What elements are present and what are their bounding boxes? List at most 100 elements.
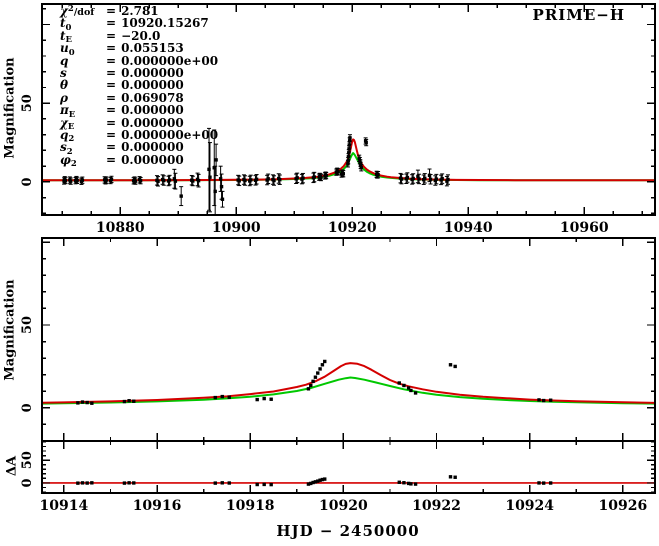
- data-point: [416, 174, 420, 179]
- data-point: [132, 399, 136, 403]
- data-point: [313, 375, 318, 379]
- data-point: [272, 178, 276, 183]
- data-point: [347, 151, 351, 155]
- data-point: [76, 481, 80, 485]
- data-point: [306, 482, 311, 486]
- data-point: [397, 480, 401, 484]
- param-value: −20.0: [121, 28, 161, 43]
- data-point: [122, 399, 127, 404]
- x-tick-label: 10924: [505, 498, 554, 514]
- param-value: 0.000000: [121, 65, 184, 80]
- param-line: φ2 = 0.000000: [60, 152, 184, 170]
- param-symbol: q: [60, 53, 69, 68]
- data-point: [548, 398, 553, 402]
- x-tick-label: 10916: [133, 498, 182, 514]
- data-point: [255, 482, 259, 487]
- data-point: [402, 481, 406, 485]
- data-point: [411, 176, 415, 181]
- data-point: [399, 177, 404, 181]
- param-value: 0.069078: [121, 90, 184, 105]
- data-point: [348, 136, 352, 140]
- param-value: 10920.15267: [121, 16, 209, 31]
- y-tick-label: 0: [20, 177, 35, 186]
- param-value: 2.781: [121, 4, 159, 18]
- data-point: [324, 173, 328, 178]
- data-point: [357, 156, 361, 161]
- data-point: [406, 481, 411, 486]
- data-point: [295, 176, 299, 180]
- data-point: [306, 387, 311, 391]
- param-line: q = 0.000000e+00: [60, 53, 219, 68]
- param-value: 0.055153: [121, 41, 184, 56]
- data-point: [364, 140, 368, 145]
- data-point: [423, 176, 427, 181]
- data-point: [269, 482, 273, 487]
- data-point: [104, 178, 109, 182]
- param-symbol: χ2/dof: [60, 4, 95, 18]
- param-value: 0.000000: [121, 140, 184, 155]
- data-point: [301, 176, 305, 180]
- y-tick-label: 50: [20, 316, 35, 334]
- data-point: [316, 479, 320, 483]
- data-point: [405, 175, 410, 180]
- data-point: [249, 178, 253, 182]
- data-point: [243, 178, 247, 183]
- data-point: [453, 475, 457, 479]
- x-axis-label: HJD − 2450000: [276, 522, 420, 540]
- data-point: [262, 482, 266, 487]
- data-point: [227, 395, 231, 399]
- data-point: [376, 172, 380, 177]
- data-point: [428, 177, 433, 181]
- data-point: [417, 177, 421, 181]
- survey-label: PRIME−H: [532, 6, 625, 24]
- data-point: [254, 177, 259, 181]
- data-point: [323, 359, 327, 364]
- param-symbol: ρ: [60, 90, 68, 105]
- data-point: [90, 481, 94, 485]
- data-point: [537, 481, 541, 485]
- data-point: [191, 179, 195, 183]
- data-point: [207, 167, 211, 172]
- param-line: q2 = 0.000000e+00: [60, 127, 219, 145]
- param-value: 0.000000: [121, 103, 184, 118]
- data-point: [413, 482, 418, 486]
- x-tick-label: 10920: [328, 220, 377, 236]
- data-point: [309, 383, 313, 388]
- data-point: [313, 480, 318, 484]
- data-point: [266, 177, 270, 181]
- data-point: [85, 400, 89, 405]
- data-point: [320, 363, 325, 367]
- data-point: [413, 391, 418, 395]
- param-symbol: πE: [60, 103, 76, 120]
- data-point: [262, 396, 266, 401]
- data-point: [346, 158, 350, 163]
- data-point: [156, 179, 160, 184]
- param-value: 0.000000e+00: [121, 53, 219, 68]
- data-point: [237, 179, 241, 183]
- y-tick-label: 50: [20, 451, 35, 469]
- data-point: [312, 175, 316, 179]
- data-point: [80, 178, 85, 182]
- data-point: [127, 481, 131, 485]
- param-line: t0 = 10920.15267: [60, 16, 209, 33]
- param-symbol: θ: [60, 78, 69, 93]
- x-tick-label: 10914: [40, 498, 89, 514]
- data-point: [214, 158, 218, 162]
- param-symbol: u0: [60, 41, 75, 58]
- data-point: [341, 172, 345, 176]
- data-point: [227, 481, 231, 485]
- param-symbol: χE: [60, 115, 75, 133]
- panel-frame: [41, 440, 656, 494]
- data-point: [336, 170, 340, 174]
- data-point: [359, 166, 363, 170]
- data-point: [323, 477, 327, 481]
- param-symbol: φ2: [60, 152, 77, 170]
- data-point: [427, 173, 432, 178]
- full-lightcurve-panel: 10880 10900 10920 10940 10960 0 50: [20, 3, 656, 236]
- x-tick-label: 10922: [412, 498, 461, 514]
- data-point: [434, 177, 439, 181]
- data-point: [122, 481, 127, 485]
- data-point: [212, 166, 216, 170]
- param-line: ρ = 0.069078: [60, 90, 184, 105]
